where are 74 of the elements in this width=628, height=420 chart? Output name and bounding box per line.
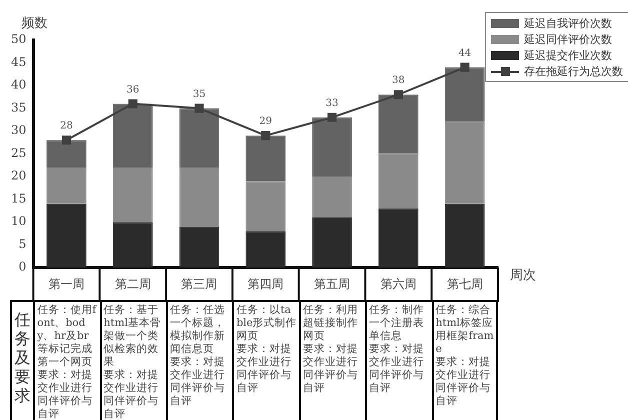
y-axis-title: 频数	[21, 16, 48, 31]
y-tick-label: 20	[10, 168, 26, 183]
data-label: 44	[458, 48, 472, 59]
y-tick-label: 15	[10, 191, 26, 206]
y-tick-label: 50	[10, 32, 26, 46]
x-tick-label: 第六周	[380, 276, 416, 291]
text: 要求：对提交作业进行同伴评价与自评	[170, 356, 226, 408]
data-label: 33	[326, 98, 338, 109]
data-label: 36	[126, 84, 140, 96]
text: 任务及要求	[14, 310, 32, 405]
text: 任务：综合html标签应用框架frame	[436, 304, 494, 356]
y-tick-label: 25	[10, 146, 26, 160]
x-tick-label: 第一周	[48, 276, 84, 291]
bar	[179, 226, 220, 268]
text: 任务：以table形式制作网页	[236, 304, 297, 343]
x-tick-label: 第二周	[114, 276, 151, 291]
legend-label: 延迟提交作业次数	[524, 48, 612, 62]
point	[327, 112, 337, 122]
bar	[179, 167, 220, 227]
x-tick-label: 第七周	[446, 276, 483, 291]
point	[460, 62, 470, 72]
point	[261, 131, 270, 140]
legend-label: 延迟自我评价次数	[524, 16, 612, 30]
bar	[246, 136, 286, 182]
data-label: 35	[192, 88, 206, 100]
text: 任务：基于html基本骨架做一个类似检索的效果	[104, 304, 162, 369]
bar	[444, 122, 485, 204]
point	[62, 136, 71, 145]
bar	[46, 167, 86, 204]
text: 任务：利用超链接制作网页	[302, 304, 359, 343]
text: 要求：对提交作业进行同伴评价与自评	[302, 343, 359, 395]
x-tick-label: 第五周	[314, 276, 350, 291]
y-tick-label: 10	[10, 214, 26, 228]
bar	[112, 167, 153, 222]
bar	[46, 140, 86, 168]
text: 要求：对提交作业进行同伴评价与自评	[369, 343, 426, 395]
text: 任务：制作一个注册表单信息	[369, 304, 426, 343]
bar	[444, 204, 485, 268]
legend-label: 延迟同伴评价次数	[524, 32, 612, 46]
bar	[378, 208, 418, 268]
data-label: 29	[259, 116, 272, 128]
bar	[312, 176, 352, 218]
y-tick-label: 45	[10, 54, 26, 69]
bar	[112, 222, 153, 268]
text: 要求：对提交作业进行同伴评价与自评	[436, 356, 492, 408]
y-tick-label: 5	[18, 236, 26, 251]
point	[128, 99, 138, 108]
bar	[444, 67, 485, 122]
bar	[246, 181, 286, 232]
bar	[46, 204, 86, 268]
text: 任务：使用font、body、hr及br等标记完成第一个网页	[37, 304, 98, 369]
bar	[312, 218, 352, 268]
y-tick-label: 40	[10, 78, 26, 92]
x-tick-label: 第四周	[248, 276, 284, 291]
bar	[179, 108, 220, 168]
x-tick-label: 第三周	[181, 276, 218, 291]
y-tick-label: 35	[10, 100, 26, 114]
data-label: 28	[60, 120, 73, 132]
text: 要求：对提交作业进行同伴评价与自评	[37, 369, 94, 420]
point	[394, 90, 403, 100]
text: 任务：任选一个标题，模拟制作新闻信息页	[170, 304, 226, 356]
legend-label: 存在拖延行为总次数	[524, 64, 623, 78]
bar	[378, 154, 418, 208]
data-label: 38	[392, 75, 405, 86]
point	[194, 104, 204, 113]
bar	[112, 104, 153, 168]
y-tick-label: 0	[18, 260, 26, 274]
text: 要求：对提交作业进行同伴评价与自评	[104, 369, 160, 420]
text: 要求：对提交作业进行同伴评价与自评	[236, 343, 292, 395]
bar	[246, 231, 286, 268]
bar	[378, 94, 418, 154]
y-tick-label: 30	[10, 123, 26, 138]
x-axis-title: 周次	[510, 268, 536, 283]
bar	[312, 117, 352, 177]
